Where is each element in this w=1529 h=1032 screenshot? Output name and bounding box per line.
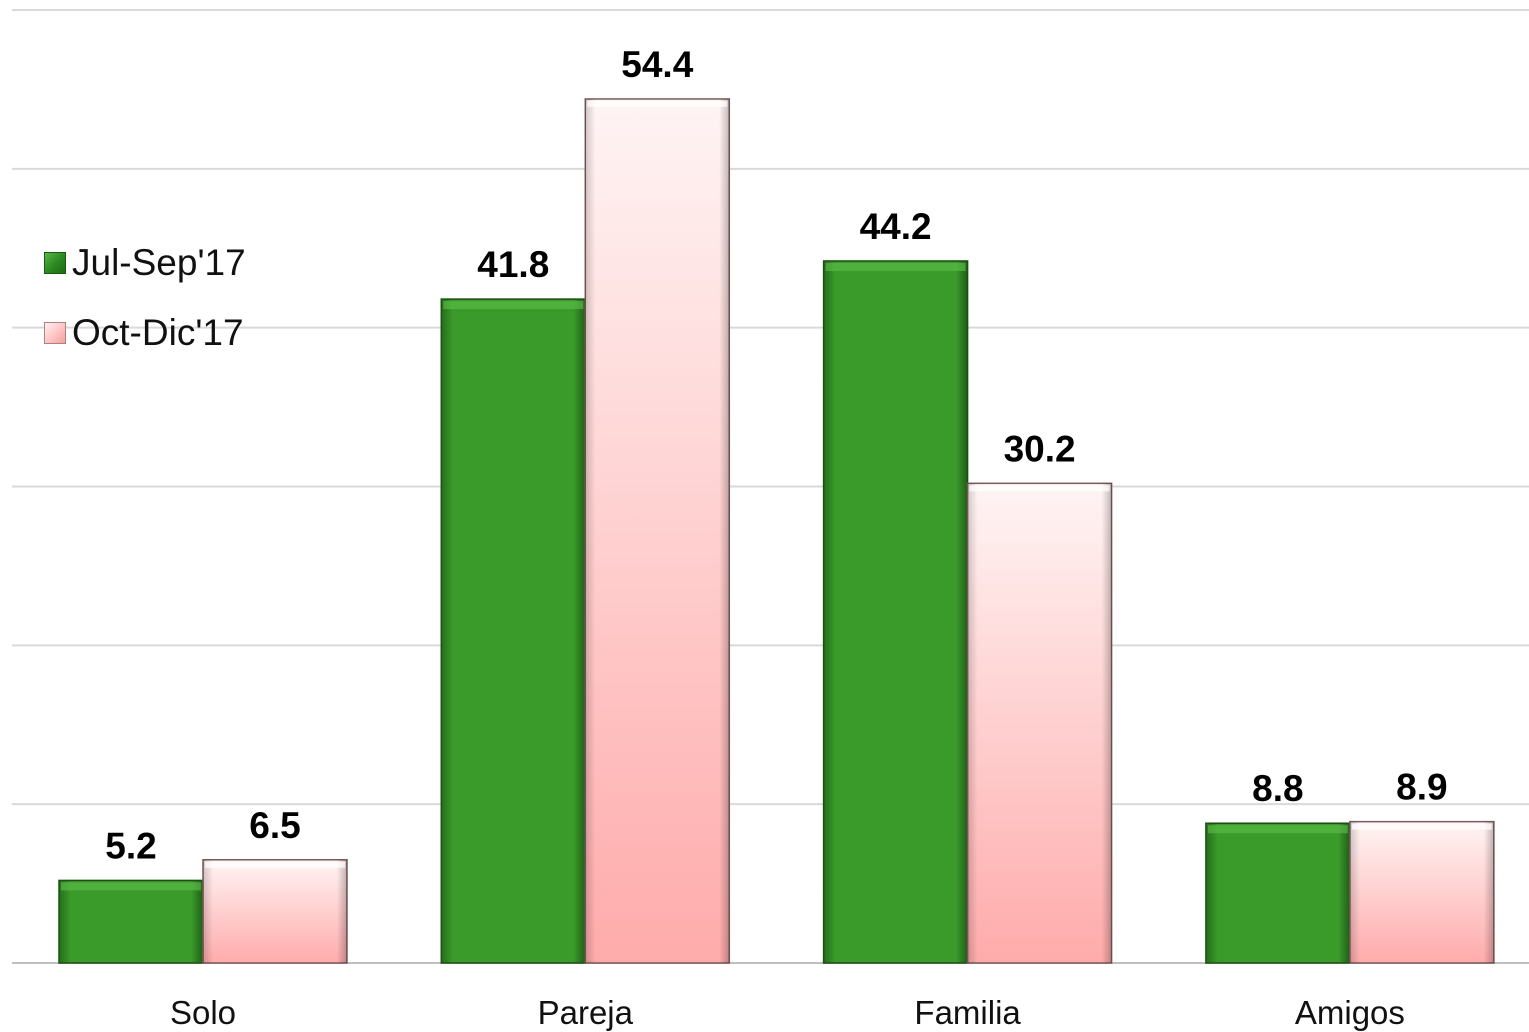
bar-2-solo <box>202 859 348 964</box>
x-axis-tick-labels: Solo Pareja Familia Amigos <box>170 994 1405 1031</box>
data-labels: 5.2 6.5 41.8 54.4 44.2 30.2 8.8 8.9 <box>105 44 1447 866</box>
x-tick-label: Amigos <box>1295 994 1405 1031</box>
data-label: 41.8 <box>477 244 549 285</box>
data-label: 8.8 <box>1252 768 1303 809</box>
legend-swatch-series-1 <box>44 252 66 274</box>
x-tick-label: Pareja <box>538 994 634 1031</box>
bar-1-familia <box>822 260 969 964</box>
bar-1-pareja <box>440 298 587 964</box>
data-label: 54.4 <box>621 44 693 85</box>
data-label: 8.9 <box>1396 767 1447 808</box>
x-tick-label: Familia <box>914 994 1021 1031</box>
legend-label-series-2: Oct-Dic'17 <box>72 312 244 353</box>
data-label: 6.5 <box>249 805 300 846</box>
bars <box>58 98 1495 964</box>
bar-2-amigos <box>1349 820 1495 964</box>
legend-item-series-2: Oct-Dic'17 <box>44 298 246 368</box>
data-label: 5.2 <box>105 825 156 866</box>
bar-1-amigos <box>1205 822 1351 964</box>
gridlines <box>12 9 1529 964</box>
legend-swatch-series-2 <box>44 322 66 344</box>
bar-2-familia <box>966 482 1113 964</box>
legend-label-series-1: Jul-Sep'17 <box>72 242 246 283</box>
bar-1-solo <box>58 879 204 964</box>
x-tick-label: Solo <box>170 994 236 1031</box>
legend: Jul-Sep'17 Oct-Dic'17 <box>44 228 246 368</box>
bar-2-pareja <box>584 98 731 964</box>
data-label: 44.2 <box>860 206 932 247</box>
legend-item-series-1: Jul-Sep'17 <box>44 228 246 298</box>
data-label: 30.2 <box>1004 428 1076 469</box>
